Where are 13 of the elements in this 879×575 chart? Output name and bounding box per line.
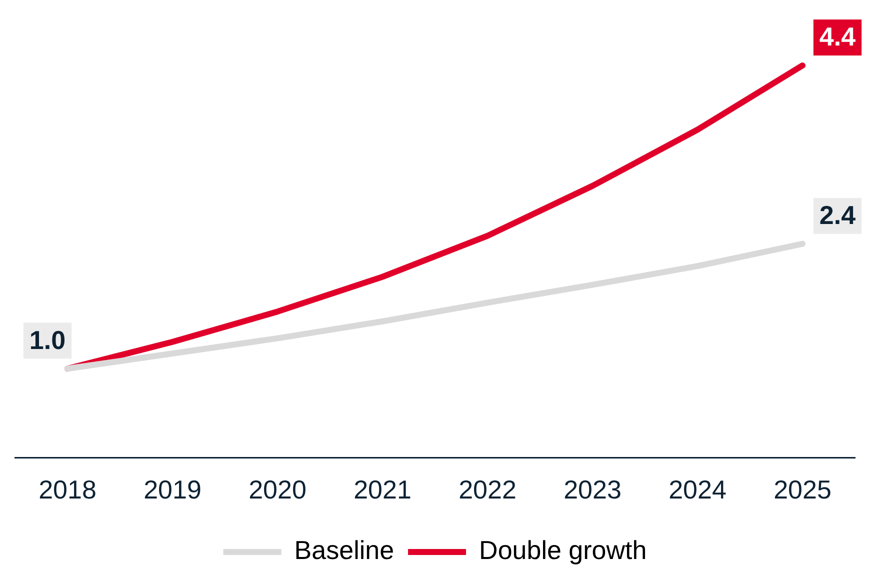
x-tick-label: 2021	[354, 474, 412, 505]
x-tick-label: 2024	[668, 474, 726, 505]
legend-label: Baseline	[294, 535, 394, 566]
data-label: 4.4	[819, 22, 856, 52]
x-tick-label: 2023	[564, 474, 622, 505]
x-tick-label: 2018	[38, 474, 96, 505]
x-tick-label: 2025	[774, 474, 832, 505]
data-label: 2.4	[819, 200, 856, 230]
legend-label: Double growth	[479, 535, 647, 566]
data-label: 1.0	[29, 324, 66, 355]
x-tick-label: 2019	[144, 474, 202, 505]
x-tick-label: 2020	[248, 474, 306, 505]
x-tick-label: 2022	[458, 474, 516, 505]
